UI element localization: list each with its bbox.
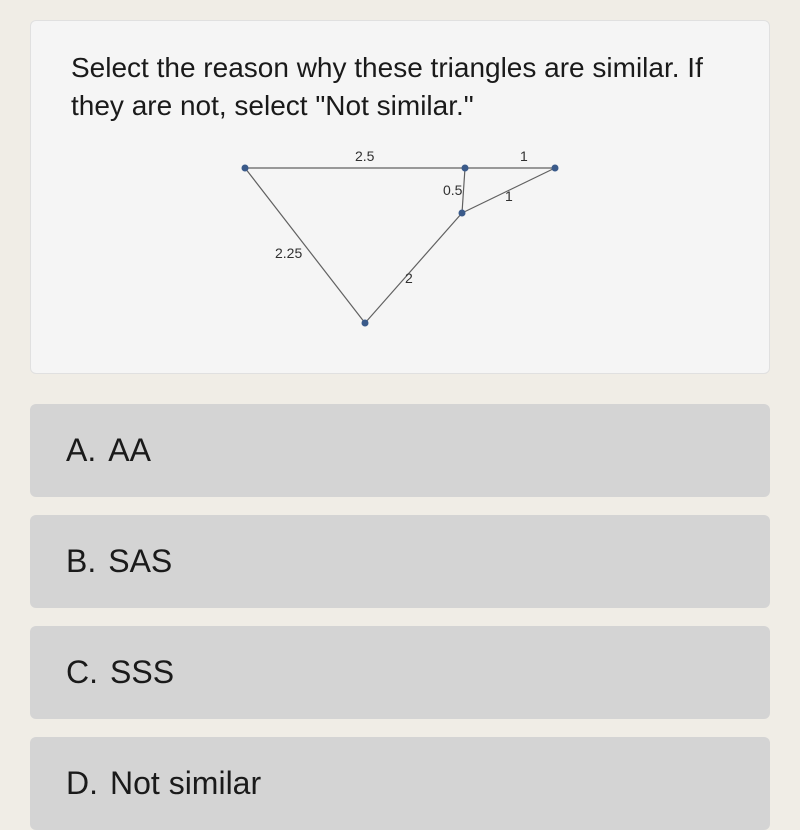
option-text: SAS bbox=[108, 543, 172, 580]
svg-text:1: 1 bbox=[520, 148, 528, 164]
svg-text:2.5: 2.5 bbox=[355, 148, 375, 164]
option-letter: B. bbox=[66, 543, 96, 580]
triangle-diagram: 2.5 1 0.5 1 2 2.25 bbox=[190, 143, 610, 353]
svg-text:2: 2 bbox=[405, 270, 413, 286]
question-card: Select the reason why these triangles ar… bbox=[30, 20, 770, 374]
svg-text:1: 1 bbox=[505, 188, 513, 204]
option-a[interactable]: A. AA bbox=[30, 404, 770, 497]
svg-text:2.25: 2.25 bbox=[275, 245, 302, 261]
question-text: Select the reason why these triangles ar… bbox=[71, 49, 729, 125]
svg-text:0.5: 0.5 bbox=[443, 182, 463, 198]
option-text: SSS bbox=[110, 654, 174, 691]
option-text: Not similar bbox=[110, 765, 261, 802]
option-letter: D. bbox=[66, 765, 98, 802]
option-b[interactable]: B. SAS bbox=[30, 515, 770, 608]
option-letter: A. bbox=[66, 432, 96, 469]
option-letter: C. bbox=[66, 654, 98, 691]
options-list: A. AA B. SAS C. SSS D. Not similar bbox=[30, 404, 770, 830]
option-c[interactable]: C. SSS bbox=[30, 626, 770, 719]
option-text: AA bbox=[108, 432, 151, 469]
option-d[interactable]: D. Not similar bbox=[30, 737, 770, 830]
